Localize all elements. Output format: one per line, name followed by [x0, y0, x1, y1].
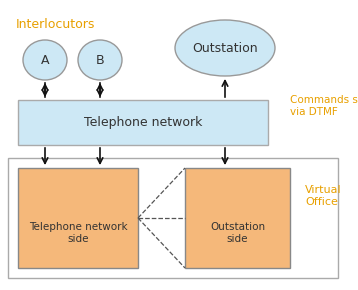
Ellipse shape — [23, 40, 67, 80]
Text: Telephone network: Telephone network — [84, 116, 202, 129]
Text: Interlocutors: Interlocutors — [15, 18, 95, 31]
Text: Virtual
Office: Virtual Office — [305, 185, 342, 206]
Text: A: A — [41, 53, 49, 66]
Bar — [18, 100, 268, 145]
Text: B: B — [96, 53, 104, 66]
Ellipse shape — [78, 40, 122, 80]
Bar — [18, 168, 138, 268]
Bar — [185, 168, 290, 268]
Text: Outstation: Outstation — [192, 41, 258, 55]
Text: Outstation
side: Outstation side — [210, 222, 265, 244]
Text: Commands sent
via DTMF: Commands sent via DTMF — [290, 95, 358, 117]
Ellipse shape — [175, 20, 275, 76]
Text: Telephone network
side: Telephone network side — [29, 222, 127, 244]
Bar — [8, 158, 338, 278]
